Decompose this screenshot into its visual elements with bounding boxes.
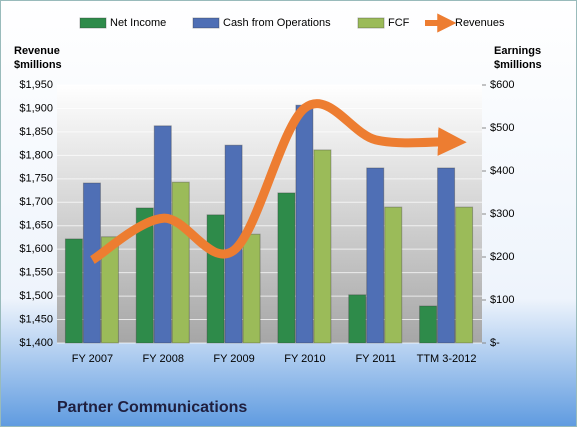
y2-tick-label: $400 [490, 165, 514, 177]
x-tick-label: FY 2007 [72, 353, 113, 365]
bar [242, 233, 261, 344]
y2-axis-title: $millions [494, 59, 542, 71]
y-tick-label: $1,800 [19, 149, 53, 161]
y2-tick-label: $600 [490, 79, 514, 91]
bar [171, 181, 190, 344]
bar [206, 214, 225, 344]
bar [313, 149, 332, 344]
y2-axis-title: Earnings [494, 45, 541, 57]
bar [100, 236, 119, 344]
y-tick-label: $1,950 [19, 79, 53, 91]
bar [277, 192, 296, 344]
plot-area [57, 85, 482, 343]
y-tick-label: $1,450 [19, 313, 53, 325]
y2-tick-label: $300 [490, 208, 514, 220]
y2-tick-label: $100 [490, 294, 514, 306]
x-tick-label: TTM 3-2012 [417, 353, 477, 365]
y-tick-label: $1,500 [19, 290, 53, 302]
bar [437, 167, 456, 344]
y2-tick-label: $- [490, 337, 500, 349]
y-tick-label: $1,700 [19, 196, 53, 208]
bar [348, 294, 367, 344]
bar [384, 206, 403, 344]
y-tick-label: $1,900 [19, 102, 53, 114]
y-tick-label: $1,850 [19, 126, 53, 138]
line [89, 99, 467, 264]
legend-label: Cash from Operations [223, 17, 331, 29]
y-tick-label: $1,550 [19, 267, 53, 279]
x-tick-label: FY 2008 [143, 353, 184, 365]
bar [135, 207, 154, 344]
legend-swatch [357, 17, 385, 29]
y-axis-title: Revenue [14, 45, 60, 57]
y-tick-label: $1,650 [19, 220, 53, 232]
bar [419, 305, 438, 344]
y-tick-label: $1,750 [19, 173, 53, 185]
chart-title: Partner Communications [57, 399, 247, 416]
bar [82, 182, 101, 344]
legend-label: Revenues [455, 17, 505, 29]
x-tick-label: FY 2009 [213, 353, 254, 365]
bar [455, 206, 474, 344]
bar [295, 104, 314, 344]
legend-label: FCF [388, 17, 410, 29]
y-tick-label: $1,400 [19, 337, 53, 349]
x-tick-label: FY 2010 [284, 353, 325, 365]
x-tick-label: FY 2011 [355, 353, 396, 365]
legend-swatch [192, 17, 220, 29]
y2-tick-label: $200 [490, 251, 514, 263]
bar [366, 167, 385, 344]
y2-tick-label: $500 [490, 122, 514, 134]
legend-swatch [79, 17, 107, 29]
y-tick-label: $1,600 [19, 243, 53, 255]
bar [64, 238, 83, 344]
bar [153, 125, 172, 344]
y-axis-title: $millions [14, 59, 62, 71]
legend-label: Net Income [110, 17, 166, 29]
